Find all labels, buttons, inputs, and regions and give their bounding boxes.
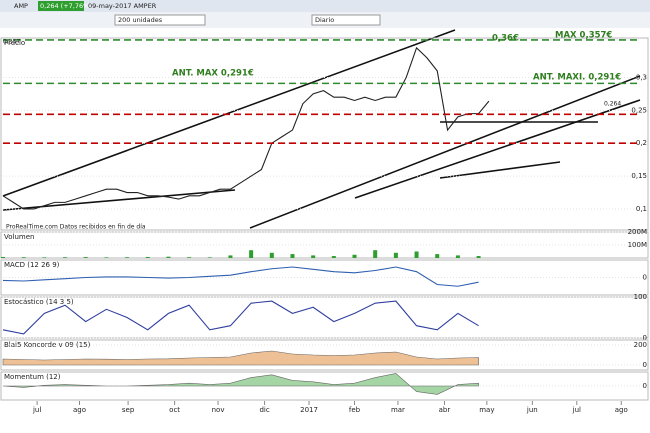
y-tick-label: 0 [643,382,647,390]
line [2,300,479,335]
annotation: ANT. MAX 0,291€ [172,69,254,79]
x-tick-label: 2017 [300,406,318,414]
annotation: ProRealTime.com Datos recibidos en fin d… [6,224,146,231]
y-tick-label: 0 [643,334,647,342]
panel [0,339,649,371]
x-tick-label: nov [212,406,225,414]
volume-bar [104,257,109,258]
volume-bar [228,255,233,258]
volume-bar [269,252,274,258]
title-bar [0,0,650,12]
period: Diario [315,16,334,24]
volume-bar [476,256,481,258]
volume-bar [393,252,398,258]
y-tick-label: 0,1 [636,205,647,213]
panel-title: Volumen [4,233,34,241]
annotation: MAX 0,357€ [555,31,612,41]
x-tick-label: ago [615,406,628,414]
volume-bar [145,256,150,258]
x-tick-label: feb [349,406,361,414]
panel-title: Precio [4,39,25,47]
x-tick-label: ago [73,406,86,414]
x-tick-label: dic [259,406,269,414]
volume-bar [249,250,254,258]
annotation: ANT. MAXI. 0,291€ [533,73,621,83]
volume-bar [125,257,130,258]
y-tick-label: 100 [634,293,647,301]
volume-bar [373,250,378,258]
y-tick-label: 100M [628,241,647,249]
volume-bar [63,257,68,258]
panel-title: Momentum (12) [4,373,61,381]
volume-bar [455,255,460,258]
x-tick-label: mar [391,406,405,414]
volume-bar [1,256,5,258]
quote: 0,264 (+7,76%) [40,2,92,10]
volume-bar [435,254,440,258]
x-tick-label: sep [122,406,135,414]
volume-bar [21,257,26,258]
annotation: 0,357 [3,39,20,46]
symbol: AMP [14,2,28,10]
volume-bar [42,257,47,258]
y-tick-label: 0 [643,274,647,282]
volume-bar [207,257,212,258]
y-tick-label: 0,3 [636,73,647,81]
panel-title: Estocástico (14 3 5) [4,298,74,306]
y-tick-label: 0,2 [636,139,647,147]
area [2,373,479,395]
line [2,46,490,210]
panel-title: MACD (12 26 9) [4,261,60,269]
y-tick-label: 0 [643,361,647,369]
x-tick-label: jun [526,406,538,414]
y-tick-label: 0,15 [631,172,647,180]
y-tick-label: 200M [628,228,647,236]
panel [0,37,649,231]
units-select[interactable] [114,14,206,26]
panel [0,259,649,296]
line [2,266,479,287]
period-select[interactable] [311,14,381,26]
panel [0,371,649,401]
x-tick-label: may [479,406,494,414]
area [2,350,479,366]
volume-bar [352,254,357,258]
y-tick-label: 0,25 [631,106,647,114]
volume-bar [187,257,192,258]
trend-lines [2,29,641,229]
volume-bar [311,255,316,258]
volume-bar [414,251,419,258]
volume-bar [83,257,88,258]
x-tick-label: oct [169,406,180,414]
x-tick-label: jul [572,406,581,414]
annotation: 0,36€ [492,34,519,44]
panel-title: Blai5 Koncorde v 09 (15) [4,341,91,349]
y-tick-label: 200 [634,341,647,349]
volume-bar [290,254,295,258]
panel [0,296,649,339]
units: 200 unidades [118,16,163,24]
x-tick-label: jul [32,406,41,414]
volume-bar [166,256,171,258]
x-tick-label: abr [439,406,451,414]
annotation: 0,264 [604,101,621,108]
date: 09-may-2017 AMPER [88,2,157,10]
volume-bar [331,256,336,258]
quote-box [38,1,84,11]
